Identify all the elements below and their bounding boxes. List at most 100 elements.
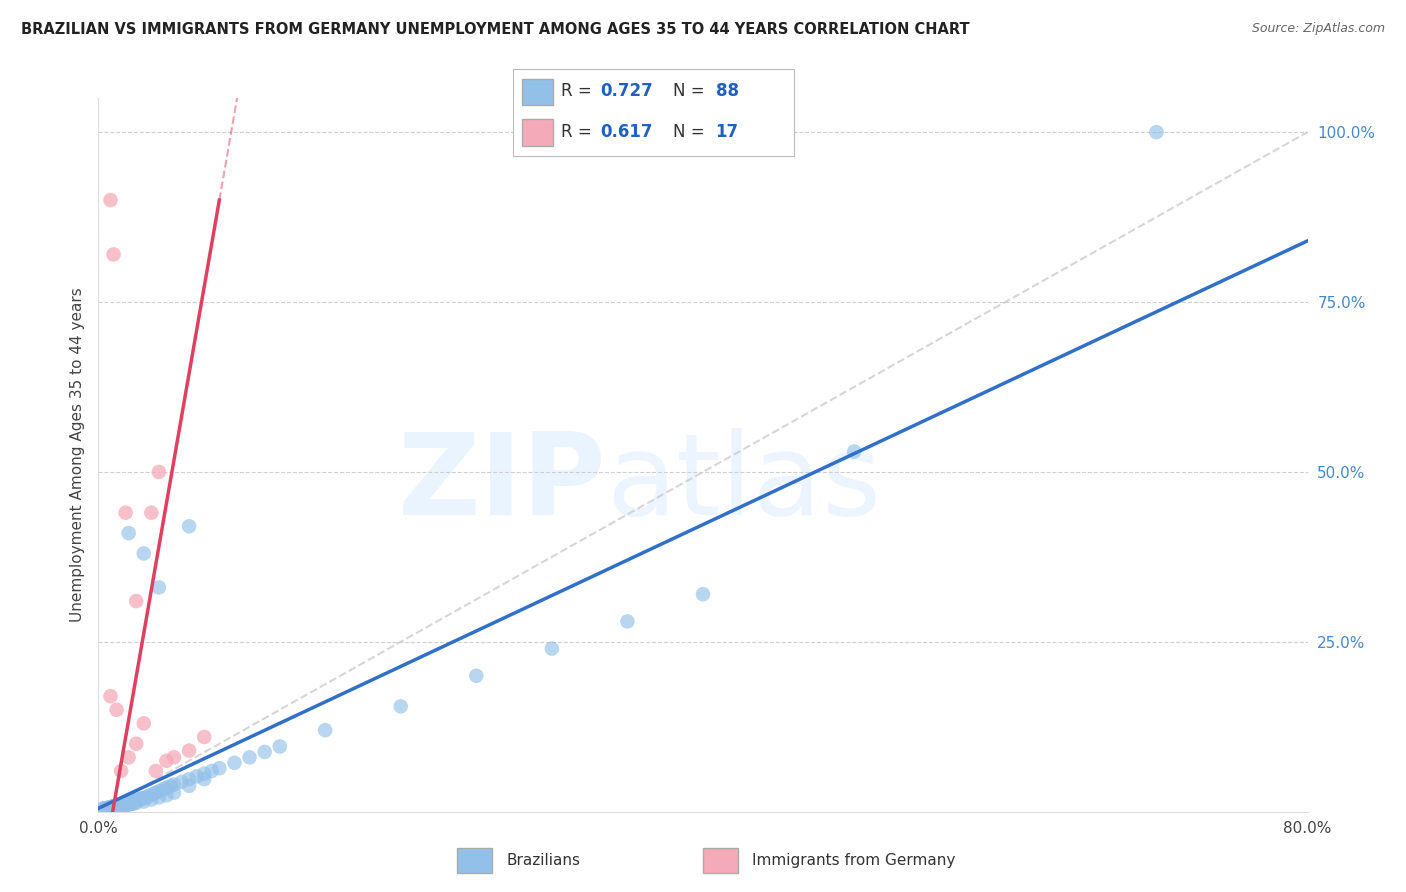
Point [103,801,125,815]
Text: atlas: atlas [606,428,882,539]
Point [148,465,170,479]
Text: 17: 17 [716,122,738,141]
Point [111,799,134,814]
Point [153,781,176,796]
Point [115,796,138,810]
Point [201,764,224,778]
Point [110,797,132,812]
Point [132,795,155,809]
Point [314,723,336,738]
Point [118,796,141,810]
Bar [703,848,738,873]
Text: N =: N = [673,122,710,141]
Point [170,774,193,789]
Point [148,581,170,595]
Text: Brazilians: Brazilians [506,854,581,868]
Point [125,594,148,608]
Point [104,800,127,814]
Point [269,739,291,754]
Y-axis label: Unemployment Among Ages 35 to 44 years: Unemployment Among Ages 35 to 44 years [69,287,84,623]
Point [148,784,170,798]
Point [193,772,215,786]
Point [100,689,122,703]
Point [98,800,121,814]
Text: R =: R = [561,82,598,101]
Point [103,799,125,814]
Point [103,799,125,814]
Point [177,743,201,757]
Point [177,779,201,793]
Point [91,801,114,815]
Point [107,797,129,812]
Point [163,750,186,764]
Text: 0.727: 0.727 [600,82,654,101]
Bar [457,848,492,873]
Point [193,730,215,744]
Point [141,506,163,520]
Point [145,786,167,800]
Point [100,800,122,814]
Point [121,795,143,809]
Point [120,795,142,809]
Point [141,792,163,806]
Text: ZIP: ZIP [398,428,606,539]
Point [101,800,124,814]
Point [104,798,127,813]
Point [132,791,155,805]
Point [100,193,122,207]
Point [163,778,186,792]
Point [105,800,128,814]
Text: Source: ZipAtlas.com: Source: ZipAtlas.com [1251,22,1385,36]
Point [145,764,167,778]
Point [253,745,276,759]
Point [110,764,132,778]
Text: 88: 88 [716,82,738,101]
Point [103,247,125,261]
Point [155,754,177,768]
Point [127,792,149,806]
Point [108,797,131,812]
Point [540,641,562,656]
Point [177,519,201,533]
Point [108,800,131,814]
Point [105,798,128,813]
Point [115,797,138,812]
Point [142,787,165,801]
Point [94,801,117,815]
Text: Immigrants from Germany: Immigrants from Germany [752,854,956,868]
Point [160,779,183,793]
Point [110,799,132,814]
Point [118,750,141,764]
Point [177,772,201,786]
Point [122,797,145,811]
Point [96,800,118,814]
Point [129,792,152,806]
Point [616,615,638,629]
Text: N =: N = [673,82,710,101]
Point [1144,125,1167,139]
Point [844,444,866,458]
Point [101,801,124,815]
Point [114,506,136,520]
Point [239,750,262,764]
Point [132,546,155,560]
Point [150,783,173,797]
Point [124,794,146,808]
Point [105,703,128,717]
Point [98,802,121,816]
Point [156,780,179,795]
Text: 0.617: 0.617 [600,122,652,141]
Point [93,801,115,815]
Point [389,699,412,714]
Point [208,761,231,775]
Point [465,669,488,683]
Bar [522,79,553,105]
Point [128,792,150,806]
Point [135,789,157,804]
Point [112,798,135,813]
Point [224,756,246,770]
Point [193,766,215,780]
Point [125,793,148,807]
Point [148,790,170,805]
Point [114,797,136,811]
